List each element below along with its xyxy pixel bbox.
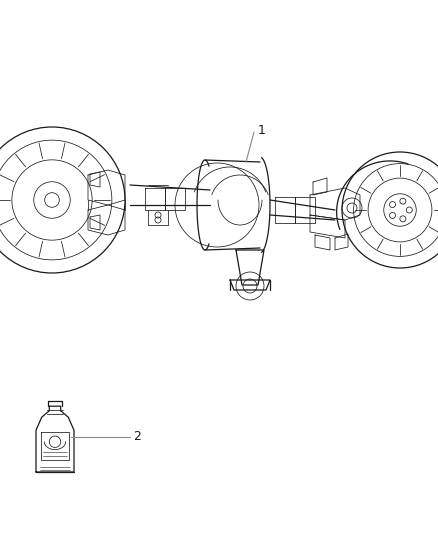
- Text: 1: 1: [258, 124, 266, 136]
- Text: 2: 2: [133, 430, 141, 443]
